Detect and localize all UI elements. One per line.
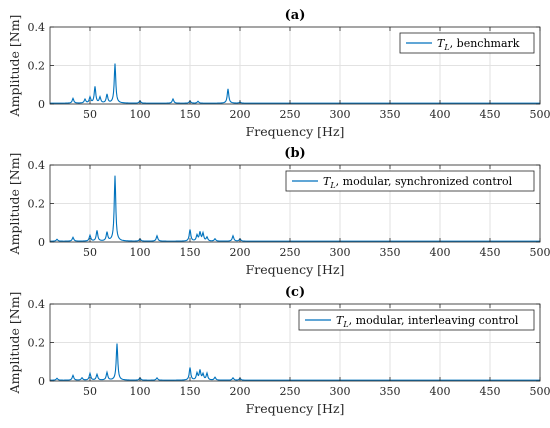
y-tick-label: 0.4 [28, 159, 46, 172]
x-tick-label: 150 [180, 108, 201, 121]
x-tick-label: 400 [430, 108, 451, 121]
x-tick-label: 250 [280, 385, 301, 398]
x-tick-label: 250 [280, 246, 301, 259]
x-tick-label: 200 [230, 385, 251, 398]
x-axis-label: Frequency [Hz] [246, 262, 345, 277]
y-tick-label: 0 [38, 236, 45, 249]
x-tick-label: 450 [480, 246, 501, 259]
y-tick-label: 0.2 [28, 60, 46, 73]
panel-title: (a) [285, 8, 306, 23]
y-axis-label: Amplitude [Nm] [7, 292, 22, 395]
y-axis-label: Amplitude [Nm] [7, 153, 22, 256]
y-tick-label: 0 [38, 98, 45, 111]
legend-box [285, 170, 535, 192]
x-tick-label: 300 [330, 246, 351, 259]
y-tick-label: 0 [38, 375, 45, 388]
x-tick-label: 100 [130, 108, 151, 121]
legend-entry: TL, modular, interleaving control [336, 314, 519, 329]
x-tick-label: 200 [230, 108, 251, 121]
y-axis-label: Amplitude [Nm] [7, 15, 22, 118]
legend-entry: TL, modular, synchronized control [323, 175, 513, 190]
x-tick-label: 50 [83, 385, 97, 398]
x-tick-label: 50 [83, 108, 97, 121]
x-tick-label: 350 [380, 246, 401, 259]
legend-box [399, 32, 535, 54]
x-tick-label: 150 [180, 246, 201, 259]
y-tick-label: 0.4 [28, 21, 46, 34]
x-tick-label: 150 [180, 385, 201, 398]
x-tick-label: 300 [330, 108, 351, 121]
x-tick-label: 350 [380, 108, 401, 121]
series-line-0 [49, 175, 540, 242]
series-line-0 [50, 63, 540, 104]
y-tick-label: 0.2 [28, 337, 46, 350]
series-line-0 [50, 343, 540, 381]
x-tick-label: 100 [130, 385, 151, 398]
legend-box [298, 309, 535, 331]
x-tick-label: 100 [130, 246, 151, 259]
x-tick-label: 500 [530, 385, 550, 398]
panel-title: (c) [285, 285, 305, 300]
y-tick-label: 0.2 [28, 198, 46, 211]
x-tick-label: 200 [230, 246, 251, 259]
x-tick-label: 250 [280, 108, 301, 121]
x-tick-label: 300 [330, 385, 351, 398]
x-tick-label: 500 [530, 246, 550, 259]
legend-entry: TL, benchmark [437, 37, 520, 52]
x-axis-label: Frequency [Hz] [246, 401, 345, 416]
x-tick-label: 450 [480, 108, 501, 121]
panel-title: (b) [284, 146, 305, 161]
x-tick-label: 450 [480, 385, 501, 398]
x-axis-label: Frequency [Hz] [246, 124, 345, 139]
x-tick-label: 400 [430, 246, 451, 259]
x-tick-label: 500 [530, 108, 550, 121]
x-tick-label: 400 [430, 385, 451, 398]
x-tick-label: 50 [83, 246, 97, 259]
x-tick-label: 350 [380, 385, 401, 398]
y-tick-label: 0.4 [28, 298, 46, 311]
